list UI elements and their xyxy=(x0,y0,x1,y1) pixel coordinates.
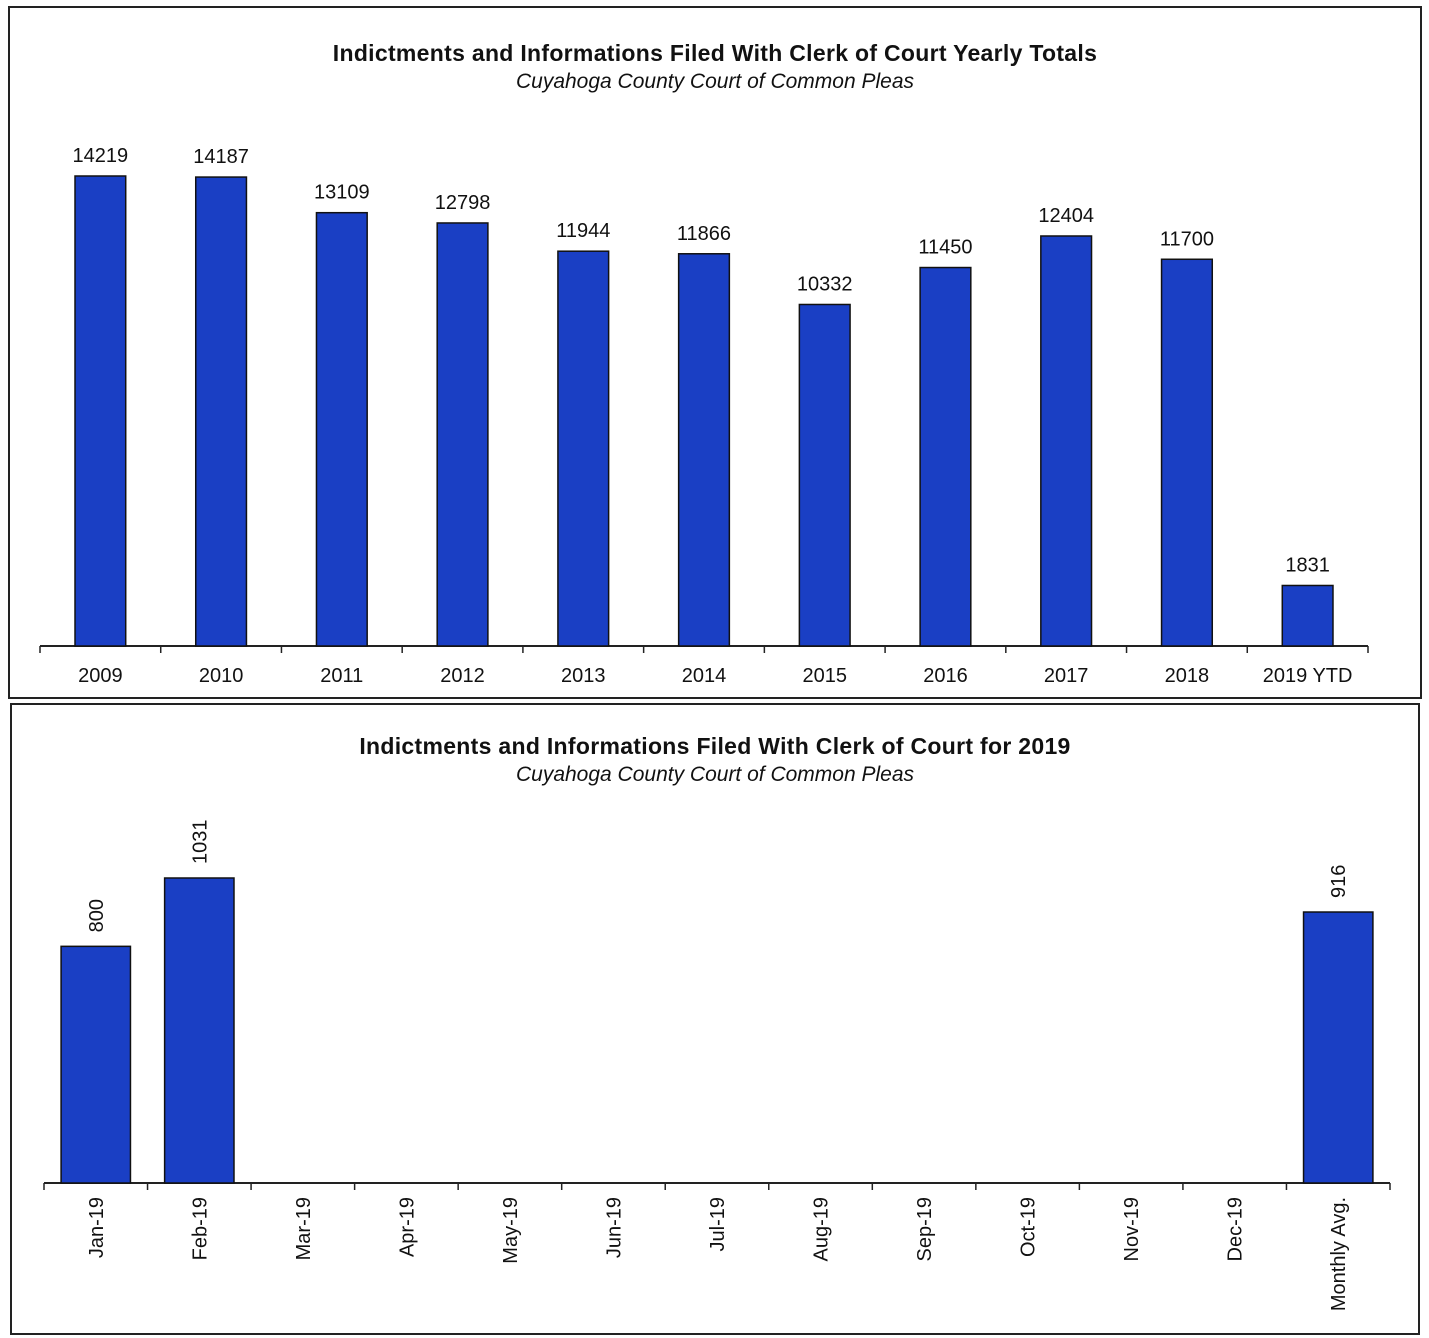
category-label-2017: 2017 xyxy=(1044,665,1089,687)
monthly-chart-panel: Indictments and Informations Filed With … xyxy=(10,703,1420,1335)
bar-jan-19 xyxy=(60,945,132,1184)
data-label-2018: 11700 xyxy=(1160,228,1214,250)
data-label-2019-ytd: 1831 xyxy=(1285,554,1330,576)
bar-2010 xyxy=(194,176,248,647)
category-label-feb-19: Feb-19 xyxy=(189,1197,211,1260)
category-label-dec-19: Dec-19 xyxy=(1225,1197,1247,1261)
category-label-2014: 2014 xyxy=(682,665,727,687)
data-label-2009: 14219 xyxy=(73,145,129,167)
category-label-2009: 2009 xyxy=(78,665,123,687)
category-label-apr-19: Apr-19 xyxy=(396,1197,418,1257)
category-label-aug-19: Aug-19 xyxy=(811,1197,833,1262)
bar-2009 xyxy=(74,175,127,647)
category-label-oct-19: Oct-19 xyxy=(1018,1197,1040,1257)
yearly-bar-chart: 14219 2009 14187 2010 13109 2011 12798 2012 1194… xyxy=(39,145,1369,687)
bar-feb-19 xyxy=(163,877,235,1184)
bar-2013 xyxy=(557,250,610,647)
monthly-bar-chart: 800 Jan-19 1031 Feb-19 Mar-19 Apr-19 May-19 Jun… xyxy=(43,820,1391,1311)
category-label-2016: 2016 xyxy=(923,665,968,687)
data-label-2010: 14187 xyxy=(193,146,249,168)
data-label-2013: 11944 xyxy=(556,220,610,242)
data-label-2015: 10332 xyxy=(797,273,853,295)
category-label-monthly-avg: Monthly Avg. xyxy=(1328,1197,1350,1311)
category-label-may-19: May-19 xyxy=(500,1197,522,1264)
category-label-nov-19: Nov-19 xyxy=(1121,1197,1143,1261)
yearly-chart-subtitle: Cuyahoga County Court of Common Pleas xyxy=(515,70,915,93)
yearly-chart-title: Indictments and Informations Filed With … xyxy=(332,40,1098,66)
yearly-chart-panel: Indictments and Informations Filed With … xyxy=(8,6,1422,699)
bar-2012 xyxy=(436,222,489,647)
category-label-mar-19: Mar-19 xyxy=(293,1197,315,1260)
monthly-chart-subtitle: Cuyahoga County Court of Common Pleas xyxy=(515,763,915,786)
category-label-sep-19: Sep-19 xyxy=(914,1197,936,1262)
data-label-feb-19: 1031 xyxy=(189,820,211,865)
bar-2016 xyxy=(919,266,972,647)
category-label-jan-19: Jan-19 xyxy=(86,1197,108,1258)
category-label-jul-19: Jul-19 xyxy=(707,1197,729,1251)
category-label-jun-19: Jun-19 xyxy=(603,1197,625,1258)
data-label-2017: 12404 xyxy=(1038,205,1094,227)
category-label-2019-ytd: 2019 YTD xyxy=(1263,665,1353,687)
data-label-2011: 13109 xyxy=(314,182,370,204)
data-label-jan-19: 800 xyxy=(86,899,108,932)
data-label-2016: 11450 xyxy=(918,237,972,259)
bar-2018 xyxy=(1160,258,1214,647)
data-label-monthly-avg: 916 xyxy=(1328,865,1350,898)
data-label-2014: 11866 xyxy=(677,223,731,245)
category-label-2013: 2013 xyxy=(561,665,606,687)
monthly-chart-title: Indictments and Informations Filed With … xyxy=(359,733,1071,759)
category-label-2011: 2011 xyxy=(320,665,363,687)
bar-2019-ytd xyxy=(1281,584,1334,647)
data-label-2012: 12798 xyxy=(435,192,491,214)
category-label-2015: 2015 xyxy=(802,665,847,687)
category-label-2018: 2018 xyxy=(1165,665,1210,687)
bar-2015 xyxy=(798,303,851,647)
category-label-2010: 2010 xyxy=(199,665,244,687)
bar-2011 xyxy=(315,211,368,647)
category-label-2012: 2012 xyxy=(440,665,485,687)
bar-monthly-avg xyxy=(1302,911,1374,1184)
bar-2017 xyxy=(1040,235,1093,647)
bar-2014 xyxy=(677,253,731,647)
